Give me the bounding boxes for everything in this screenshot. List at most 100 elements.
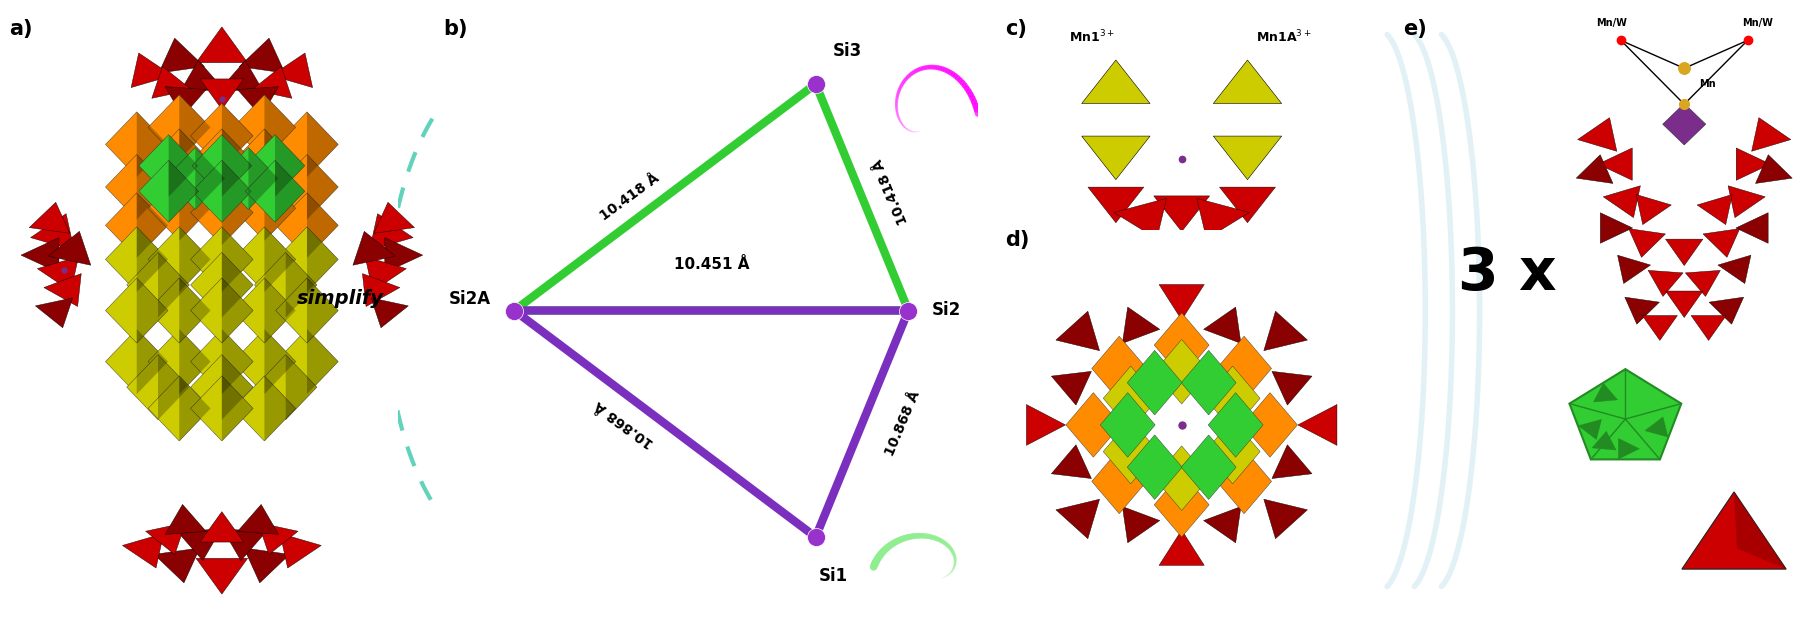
Polygon shape bbox=[105, 329, 168, 394]
Text: Mn1$^{3+}$: Mn1$^{3+}$ bbox=[1068, 29, 1116, 45]
Polygon shape bbox=[237, 87, 279, 117]
Polygon shape bbox=[1056, 311, 1099, 351]
Polygon shape bbox=[1643, 315, 1677, 340]
Polygon shape bbox=[149, 278, 210, 343]
Polygon shape bbox=[145, 523, 185, 555]
Polygon shape bbox=[223, 376, 254, 441]
Polygon shape bbox=[254, 355, 317, 420]
Text: a): a) bbox=[9, 19, 33, 39]
Polygon shape bbox=[1204, 507, 1241, 543]
Polygon shape bbox=[190, 376, 254, 441]
Polygon shape bbox=[275, 135, 304, 197]
Polygon shape bbox=[1101, 392, 1155, 457]
Polygon shape bbox=[1682, 492, 1786, 569]
Polygon shape bbox=[1666, 291, 1702, 317]
Polygon shape bbox=[165, 504, 206, 534]
Polygon shape bbox=[275, 329, 339, 394]
Polygon shape bbox=[366, 256, 406, 291]
Polygon shape bbox=[1123, 507, 1159, 543]
Polygon shape bbox=[1601, 213, 1634, 243]
Polygon shape bbox=[1264, 311, 1308, 351]
Polygon shape bbox=[152, 66, 192, 98]
Polygon shape bbox=[275, 155, 339, 220]
Polygon shape bbox=[38, 256, 78, 291]
Polygon shape bbox=[275, 227, 339, 292]
Polygon shape bbox=[244, 548, 290, 583]
Polygon shape bbox=[149, 227, 210, 292]
Polygon shape bbox=[31, 214, 74, 250]
Polygon shape bbox=[1710, 297, 1744, 324]
Polygon shape bbox=[105, 227, 168, 292]
Text: Si3: Si3 bbox=[833, 42, 862, 60]
Polygon shape bbox=[1154, 446, 1210, 510]
Polygon shape bbox=[127, 252, 190, 317]
Polygon shape bbox=[223, 180, 254, 245]
Polygon shape bbox=[1735, 213, 1768, 243]
Polygon shape bbox=[123, 533, 163, 568]
Polygon shape bbox=[138, 227, 168, 292]
Polygon shape bbox=[22, 238, 60, 273]
Polygon shape bbox=[1154, 313, 1210, 378]
Polygon shape bbox=[149, 329, 210, 394]
Polygon shape bbox=[1577, 117, 1617, 152]
Polygon shape bbox=[1597, 148, 1632, 180]
Polygon shape bbox=[190, 329, 254, 394]
Polygon shape bbox=[237, 504, 279, 534]
Polygon shape bbox=[264, 376, 295, 441]
Polygon shape bbox=[179, 95, 210, 160]
Polygon shape bbox=[1197, 198, 1250, 239]
Polygon shape bbox=[1217, 336, 1271, 401]
Polygon shape bbox=[252, 66, 292, 98]
Polygon shape bbox=[199, 512, 244, 542]
Polygon shape bbox=[281, 533, 321, 568]
Polygon shape bbox=[1594, 383, 1617, 402]
Polygon shape bbox=[234, 278, 295, 343]
Polygon shape bbox=[179, 376, 210, 441]
Polygon shape bbox=[165, 87, 206, 117]
Polygon shape bbox=[1154, 196, 1210, 232]
Polygon shape bbox=[1628, 229, 1666, 257]
Polygon shape bbox=[275, 278, 339, 343]
Polygon shape bbox=[223, 355, 254, 420]
Polygon shape bbox=[1644, 417, 1668, 437]
Polygon shape bbox=[1056, 499, 1099, 538]
Polygon shape bbox=[223, 252, 254, 317]
Text: 10.418 Å: 10.418 Å bbox=[598, 171, 663, 224]
Polygon shape bbox=[36, 298, 72, 328]
Polygon shape bbox=[1181, 435, 1237, 499]
Polygon shape bbox=[264, 95, 295, 160]
Polygon shape bbox=[1751, 117, 1791, 152]
Polygon shape bbox=[223, 129, 254, 194]
Polygon shape bbox=[1204, 366, 1260, 430]
Polygon shape bbox=[1081, 136, 1150, 179]
Polygon shape bbox=[179, 60, 223, 92]
Polygon shape bbox=[1126, 350, 1183, 415]
Polygon shape bbox=[223, 135, 252, 197]
Text: Mn: Mn bbox=[1699, 79, 1715, 89]
Polygon shape bbox=[373, 202, 415, 233]
Polygon shape bbox=[248, 148, 279, 209]
Polygon shape bbox=[190, 227, 254, 292]
Text: 3 x: 3 x bbox=[1458, 245, 1556, 302]
Polygon shape bbox=[1092, 336, 1146, 401]
Polygon shape bbox=[1092, 449, 1146, 514]
Polygon shape bbox=[149, 95, 210, 160]
Polygon shape bbox=[1213, 60, 1282, 104]
Polygon shape bbox=[138, 278, 168, 343]
Polygon shape bbox=[192, 135, 252, 197]
Polygon shape bbox=[234, 129, 295, 194]
Polygon shape bbox=[149, 376, 210, 441]
Polygon shape bbox=[1662, 104, 1706, 145]
Polygon shape bbox=[105, 278, 168, 343]
Polygon shape bbox=[1648, 270, 1682, 296]
Polygon shape bbox=[1204, 419, 1260, 484]
Polygon shape bbox=[264, 176, 295, 241]
Polygon shape bbox=[190, 278, 254, 343]
Polygon shape bbox=[1576, 155, 1614, 183]
Text: e): e) bbox=[1404, 19, 1427, 39]
Polygon shape bbox=[1103, 419, 1159, 484]
Polygon shape bbox=[139, 160, 199, 222]
Polygon shape bbox=[1691, 315, 1726, 340]
Text: d): d) bbox=[1005, 230, 1029, 250]
Polygon shape bbox=[127, 355, 190, 420]
